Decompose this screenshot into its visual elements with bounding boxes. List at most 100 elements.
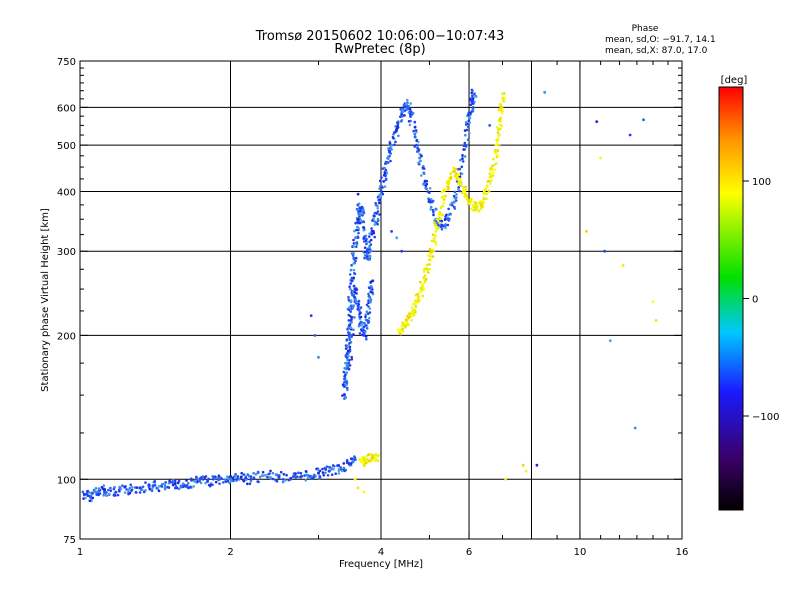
o-mode-echo-point — [366, 253, 369, 256]
o-mode-echo-point — [256, 470, 260, 474]
x-mode-echo-point — [401, 330, 405, 333]
x-mode-echo-point — [455, 172, 458, 175]
o-mode-echo-point — [150, 489, 154, 493]
o-mode-echo-point — [233, 476, 237, 480]
o-mode-echo-point — [337, 464, 340, 467]
o-mode-echo-point — [464, 121, 468, 124]
o-mode-echo-point — [348, 342, 351, 345]
o-mode-echo-point — [352, 333, 355, 336]
o-mode-echo-point — [346, 327, 349, 331]
x-mode-echo-point — [472, 209, 475, 212]
o-mode-echo-point — [232, 479, 235, 483]
x-mode-echo-point — [420, 286, 424, 290]
o-mode-echo-point — [352, 293, 356, 297]
o-mode-echo-point — [378, 187, 381, 190]
o-mode-trace-point — [472, 92, 476, 96]
o-mode-trace-point — [365, 256, 369, 260]
o-mode-echo-point — [422, 167, 426, 170]
o-mode-echo-point — [354, 241, 357, 245]
o-mode-echo-point — [81, 490, 85, 494]
o-mode-trace-point — [89, 495, 93, 499]
o-mode-scatter-point — [317, 355, 320, 359]
o-mode-scatter-point — [628, 133, 632, 137]
y-tick-label: 500 — [57, 141, 76, 152]
o-mode-echo-point — [349, 282, 353, 285]
o-mode-echo-point — [448, 213, 452, 216]
x-mode-echo-point — [481, 199, 485, 203]
x-tick-label: 2 — [227, 547, 233, 558]
o-mode-trace-point — [345, 361, 349, 365]
o-mode-echo-point — [281, 478, 285, 481]
o-mode-echo-point — [395, 125, 399, 128]
o-mode-echo-point — [201, 478, 205, 481]
o-mode-trace-point — [305, 473, 309, 477]
y-tick-label: 75 — [63, 535, 76, 546]
o-mode-echo-point — [357, 227, 360, 230]
chart-subtitle: RwPretec (8p) — [334, 42, 425, 57]
o-mode-echo-point — [349, 326, 353, 330]
o-mode-echo-point — [416, 147, 419, 150]
x-mode-trace-point — [438, 211, 442, 215]
o-mode-echo-point — [285, 473, 288, 477]
o-mode-echo-point — [353, 295, 357, 299]
o-mode-echo-point — [349, 318, 353, 322]
x-mode-echo-point — [487, 189, 491, 193]
o-mode-echo-point — [130, 485, 134, 489]
o-mode-echo-point — [403, 114, 406, 117]
x-mode-echo-point — [485, 185, 489, 189]
o-mode-echo-point — [312, 476, 315, 480]
o-mode-echo-point — [164, 481, 167, 484]
o-mode-echo-point — [446, 223, 450, 227]
x-mode-echo-point — [428, 247, 432, 251]
o-mode-echo-point — [324, 468, 328, 471]
o-mode-scatter-point — [488, 124, 492, 127]
x-mode-echo-point — [455, 174, 459, 178]
y-tick-label: 750 — [57, 57, 76, 68]
o-mode-echo-point — [376, 206, 380, 210]
o-mode-echo-point — [364, 335, 368, 338]
o-mode-echo-point — [383, 185, 387, 188]
o-mode-echo-point — [376, 204, 379, 207]
o-mode-trace-point — [428, 200, 432, 204]
o-mode-echo-point — [138, 491, 142, 494]
o-mode-echo-point — [141, 485, 145, 489]
o-mode-echo-point — [348, 285, 351, 289]
o-mode-echo-point — [354, 221, 357, 225]
o-mode-echo-point — [304, 470, 308, 473]
o-mode-echo-point — [326, 474, 330, 477]
o-mode-echo-point — [453, 190, 457, 194]
o-mode-echo-point — [107, 488, 110, 492]
o-mode-echo-point — [471, 108, 475, 111]
o-mode-echo-point — [350, 276, 354, 280]
o-mode-echo-point — [367, 292, 370, 296]
o-mode-echo-point — [466, 125, 470, 129]
x-mode-trace-point — [452, 170, 456, 174]
o-mode-echo-point — [291, 475, 295, 478]
tick-layer: 1 2 4 6 10 16 75 100 200 300 400 500 600 750 — [57, 57, 688, 558]
x-mode-echo-point — [438, 221, 442, 225]
o-mode-echo-point — [342, 462, 346, 465]
x-mode-echo-point — [416, 293, 420, 296]
data-layer — [81, 88, 658, 503]
o-mode-trace-point — [351, 304, 355, 308]
o-mode-echo-point — [177, 479, 181, 483]
o-mode-echo-point — [413, 132, 417, 136]
x-mode-echo-point — [411, 302, 415, 306]
o-mode-echo-point — [151, 487, 154, 490]
x-mode-echo-point — [497, 137, 500, 141]
o-mode-echo-point — [471, 89, 474, 93]
o-mode-echo-point — [352, 238, 355, 242]
x-mode-echo-point — [483, 188, 487, 191]
o-mode-echo-point — [346, 388, 349, 392]
o-mode-echo-point — [373, 223, 377, 226]
o-mode-trace-point — [353, 287, 357, 291]
o-mode-echo-point — [383, 162, 387, 165]
o-mode-echo-point — [345, 338, 349, 341]
o-mode-echo-point — [187, 481, 190, 485]
o-mode-echo-point — [348, 324, 351, 328]
o-mode-trace-point — [95, 490, 99, 494]
o-mode-echo-point — [363, 322, 366, 325]
x-mode-trace-point — [416, 296, 420, 299]
o-mode-echo-point — [157, 485, 161, 488]
x-mode-echo-point — [490, 179, 493, 182]
